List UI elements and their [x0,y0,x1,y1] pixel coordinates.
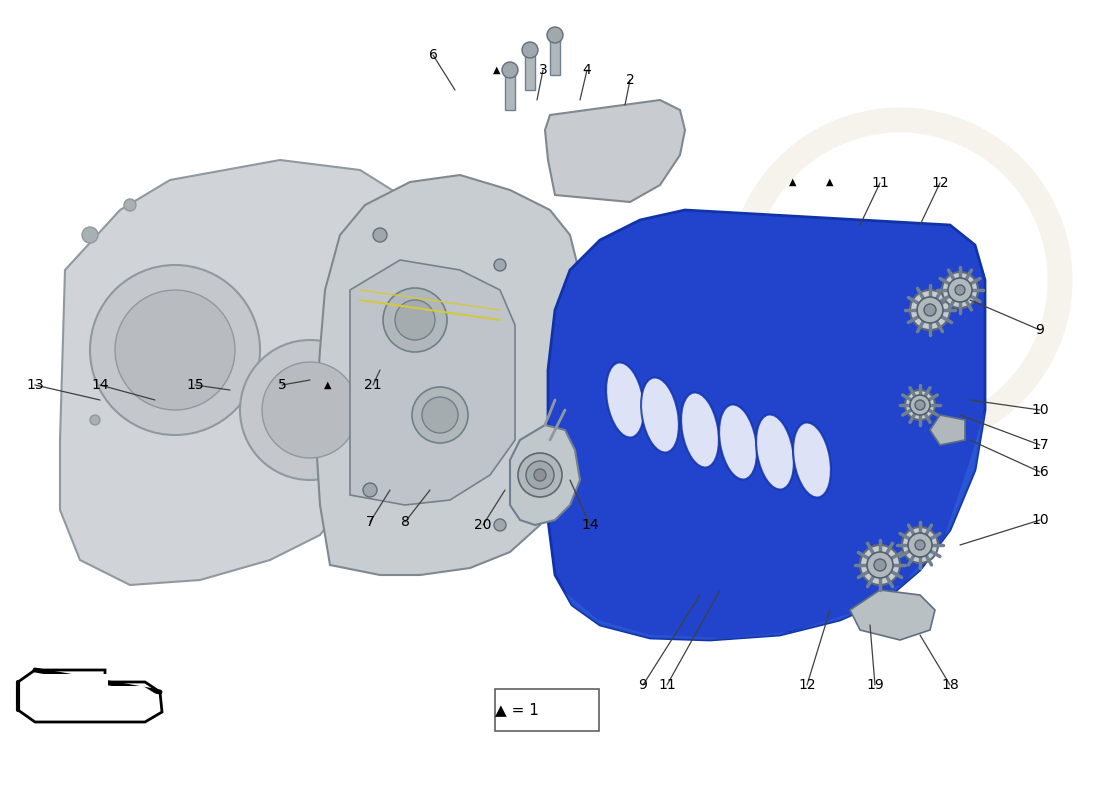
Circle shape [240,340,380,480]
Polygon shape [930,415,965,445]
Text: ▲: ▲ [324,380,332,390]
Text: 12: 12 [799,678,816,692]
Text: 20: 20 [474,518,492,532]
Circle shape [526,461,554,489]
Circle shape [547,27,563,43]
Text: 9: 9 [1035,323,1044,337]
FancyBboxPatch shape [495,689,600,731]
Circle shape [534,469,546,481]
Circle shape [915,400,925,410]
Text: 10: 10 [1031,513,1048,527]
Text: 18: 18 [942,678,959,692]
Polygon shape [350,260,515,505]
Text: 5: 5 [277,378,286,392]
Ellipse shape [681,393,719,467]
Text: 17: 17 [1031,438,1048,452]
Ellipse shape [641,378,679,453]
Circle shape [124,199,136,211]
Text: 19: 19 [866,678,884,692]
Text: 15: 15 [186,378,204,392]
Circle shape [874,559,886,571]
Text: 6: 6 [429,48,438,62]
Circle shape [422,397,458,433]
Circle shape [860,545,900,585]
Polygon shape [23,674,158,718]
Ellipse shape [756,414,794,490]
Text: 11: 11 [658,678,675,692]
Polygon shape [315,175,580,575]
Circle shape [373,228,387,242]
Bar [505,70,515,110]
Ellipse shape [793,422,830,498]
Text: 8: 8 [400,515,409,529]
Polygon shape [850,590,935,640]
Circle shape [494,519,506,531]
Circle shape [867,552,893,578]
Ellipse shape [719,405,757,479]
Text: 11: 11 [871,176,889,190]
Text: ▲: ▲ [826,177,834,187]
Text: 12: 12 [932,176,949,190]
Circle shape [955,285,965,295]
Text: 14: 14 [91,378,109,392]
Circle shape [942,272,978,308]
Circle shape [905,390,935,420]
Polygon shape [60,160,415,585]
Circle shape [924,304,936,316]
Circle shape [116,290,235,410]
Circle shape [915,540,925,550]
Circle shape [412,387,468,443]
Polygon shape [548,210,984,640]
Circle shape [90,265,260,435]
Polygon shape [544,100,685,202]
Text: 9: 9 [639,678,648,692]
Text: 16: 16 [1031,465,1049,479]
Circle shape [90,415,100,425]
Circle shape [908,533,932,557]
Text: 10: 10 [1031,403,1048,417]
Text: ▲: ▲ [493,65,500,75]
Text: 13: 13 [26,378,44,392]
Circle shape [910,290,950,330]
Circle shape [948,278,972,302]
Polygon shape [18,670,162,722]
Circle shape [502,62,518,78]
Text: ▲ = 1: ▲ = 1 [495,702,539,718]
Polygon shape [556,410,984,640]
Text: 2: 2 [626,73,635,87]
Bar [525,50,535,90]
Text: ▲: ▲ [790,177,796,187]
Bar [550,35,560,75]
Circle shape [494,259,506,271]
Circle shape [395,300,434,340]
Circle shape [902,527,938,563]
Circle shape [383,288,447,352]
Circle shape [910,395,930,415]
Text: a passion for
parts since 1985: a passion for parts since 1985 [312,307,547,453]
Circle shape [363,483,377,497]
Text: 3: 3 [539,63,548,77]
Circle shape [518,453,562,497]
Circle shape [522,42,538,58]
Polygon shape [510,425,580,525]
Text: 4: 4 [583,63,592,77]
Text: 7: 7 [365,515,374,529]
Circle shape [917,297,943,323]
Circle shape [82,227,98,243]
Ellipse shape [606,362,643,438]
Text: 21: 21 [364,378,382,392]
Text: 14: 14 [581,518,598,532]
Circle shape [262,362,358,458]
